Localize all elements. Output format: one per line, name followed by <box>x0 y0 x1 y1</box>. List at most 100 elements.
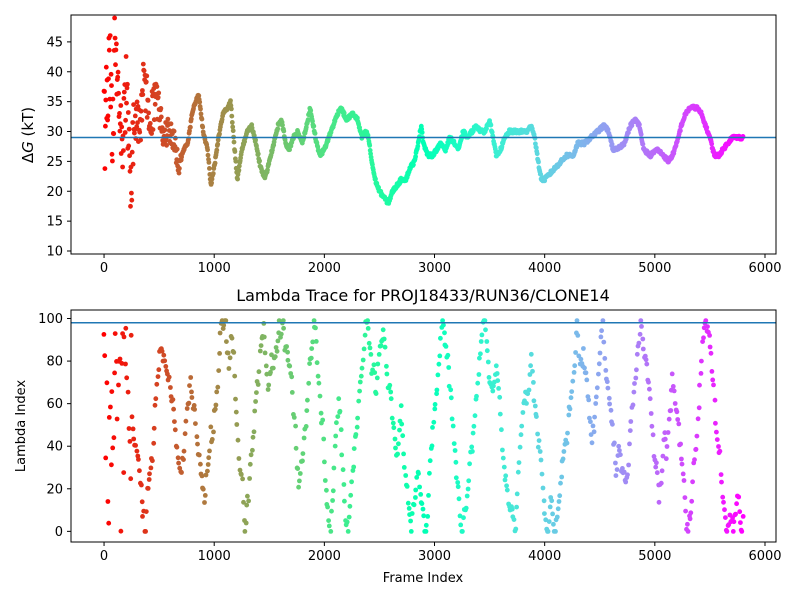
lambda-point <box>176 460 182 466</box>
lambda-point <box>518 432 524 438</box>
lambda-point <box>337 408 343 414</box>
lambda-point <box>519 423 525 429</box>
lambda-point <box>497 394 503 400</box>
lambda-point <box>163 364 169 369</box>
lambda-point <box>713 420 718 426</box>
lambda-point <box>331 465 337 471</box>
dg-point <box>102 166 108 172</box>
lambda-point <box>449 416 455 422</box>
lambda-point <box>284 344 289 349</box>
lambda-point <box>105 499 111 504</box>
lambda-point <box>640 336 646 342</box>
lambda-point <box>326 523 332 529</box>
lambda-point <box>590 423 596 429</box>
lambda-point <box>598 334 604 340</box>
dg-point <box>198 111 204 117</box>
lambda-point <box>448 395 454 401</box>
lambda-point <box>710 377 716 383</box>
lambda-point <box>567 406 573 412</box>
x-tick-label: 0 <box>100 261 108 276</box>
lambda-point <box>600 318 606 323</box>
lambda-point <box>216 368 222 373</box>
lambda-point <box>592 414 597 420</box>
dg-point <box>129 197 135 203</box>
dg-point <box>532 135 538 141</box>
lambda-point <box>118 528 124 534</box>
lambda-point <box>637 331 643 337</box>
lambda-point <box>432 402 438 407</box>
x-tick-label: 3000 <box>418 549 451 564</box>
lambda-point <box>303 424 309 429</box>
dg-point <box>135 120 140 126</box>
lambda-point <box>287 363 293 369</box>
lambda-point <box>647 386 652 392</box>
lambda-point <box>338 427 344 433</box>
dg-point <box>236 163 242 169</box>
dg-point <box>105 113 111 119</box>
lambda-point <box>554 514 560 520</box>
dg-point <box>217 131 222 137</box>
lambda-point <box>328 529 334 534</box>
lambda-point <box>373 391 379 396</box>
lambda-point <box>101 332 107 337</box>
lambda-point <box>408 518 413 524</box>
lambda-point <box>452 448 458 453</box>
lambda-point <box>717 448 723 454</box>
lambda-point <box>705 324 710 329</box>
dg-point <box>255 151 261 157</box>
lambda-point <box>649 423 655 429</box>
dg-point <box>103 123 108 129</box>
dg-point <box>199 116 205 122</box>
dg-point <box>197 99 203 105</box>
lambda-point <box>365 318 370 323</box>
lambda-point <box>320 417 326 423</box>
lambda-point <box>475 380 481 386</box>
lambda-point <box>604 379 610 385</box>
lambda-point <box>663 456 669 462</box>
x-tick-label: 6000 <box>748 549 781 564</box>
lambda-point <box>434 387 440 393</box>
dg-point <box>188 116 194 122</box>
lambda-point <box>714 429 719 435</box>
lambda-point <box>697 382 702 388</box>
dg-point <box>116 90 121 96</box>
lambda-point <box>633 375 639 381</box>
lambda-point <box>714 437 720 442</box>
dg-point <box>109 83 114 88</box>
lambda-point <box>296 484 301 490</box>
lambda-point <box>134 448 140 454</box>
lambda-x-axis: 0 1000 2000 3000 4000 5000 6000 <box>100 542 782 564</box>
lambda-point <box>245 493 250 499</box>
lambda-point <box>603 368 609 373</box>
lambda-point <box>438 335 443 341</box>
lambda-point <box>125 389 131 395</box>
dg-axes-frame <box>70 14 777 255</box>
lambda-point <box>423 529 429 534</box>
lambda-point <box>203 472 209 478</box>
lambda-point <box>587 415 592 421</box>
lambda-point <box>223 318 229 323</box>
lambda-point <box>589 440 595 446</box>
lambda-point <box>472 413 478 419</box>
lambda-point <box>599 328 604 334</box>
lambda-point <box>119 361 125 366</box>
dg-point <box>140 88 145 93</box>
dg-point <box>536 159 541 165</box>
lambda-point <box>627 441 632 447</box>
lambda-point <box>513 526 519 532</box>
dg-point <box>121 89 127 95</box>
lambda-point <box>194 434 200 440</box>
lambda-point <box>182 431 188 437</box>
lambda-point <box>527 372 533 377</box>
lambda-point <box>324 487 329 493</box>
lambda-point <box>208 424 214 430</box>
dg-point <box>110 158 115 164</box>
lambda-point <box>306 380 312 386</box>
lambda-point <box>297 471 303 476</box>
x-tick-label: 4000 <box>528 549 561 564</box>
lambda-point <box>503 473 509 479</box>
lambda-y-axis: 0 20 40 60 80 100 <box>38 312 71 540</box>
lambda-point <box>584 377 590 383</box>
lambda-point <box>646 379 651 385</box>
lambda-point <box>202 493 208 498</box>
